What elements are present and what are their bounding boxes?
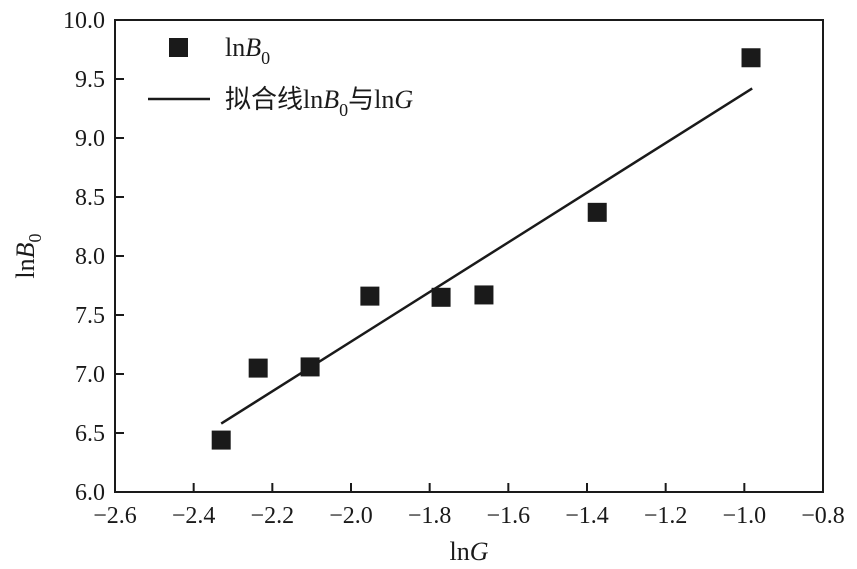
x-tick-label: −0.8 — [801, 503, 845, 529]
x-tick-label: −2.6 — [93, 503, 137, 529]
data-point-square — [587, 202, 607, 222]
y-tick-label: 9.5 — [75, 67, 105, 93]
data-point-square — [431, 287, 451, 307]
y-tick-label: 7.5 — [75, 303, 105, 329]
y-tick-label: 8.0 — [75, 244, 105, 270]
y-tick-label: 8.5 — [75, 185, 105, 211]
y-tick-label: 10.0 — [63, 8, 105, 34]
legend-label-fit: 拟合线lnB0与lnG — [225, 85, 413, 120]
data-point-square — [741, 48, 761, 68]
x-tick-label: −1.6 — [487, 503, 531, 529]
y-tick-label: 9.0 — [75, 126, 105, 152]
y-axis-title: lnB0 — [11, 233, 45, 278]
x-tick-label: −1.8 — [408, 503, 452, 529]
legend-marker-square — [169, 38, 188, 57]
y-tick-label: 6.5 — [75, 421, 105, 447]
x-tick-label: −1.2 — [644, 503, 688, 529]
legend-label-scatter: lnB0 — [225, 33, 270, 68]
y-tick-label: 6.0 — [75, 480, 105, 506]
x-axis-title: 与lnlnG — [449, 537, 488, 566]
data-point-square — [248, 358, 268, 378]
x-tick-label: −2.4 — [172, 503, 216, 529]
x-tick-label: −2.0 — [329, 503, 373, 529]
data-point-square — [300, 357, 320, 377]
legend: lnB0 拟合线lnB0与lnG — [148, 33, 413, 120]
x-tick-label: −1.4 — [565, 503, 609, 529]
x-tick-label: −2.2 — [251, 503, 295, 529]
data-point-square — [360, 286, 380, 306]
y-tick-label: 7.0 — [75, 362, 105, 388]
plot-frame — [114, 19, 824, 493]
data-point-square — [211, 430, 231, 450]
data-point-square — [474, 285, 494, 305]
x-tick-label: −1.0 — [723, 503, 767, 529]
